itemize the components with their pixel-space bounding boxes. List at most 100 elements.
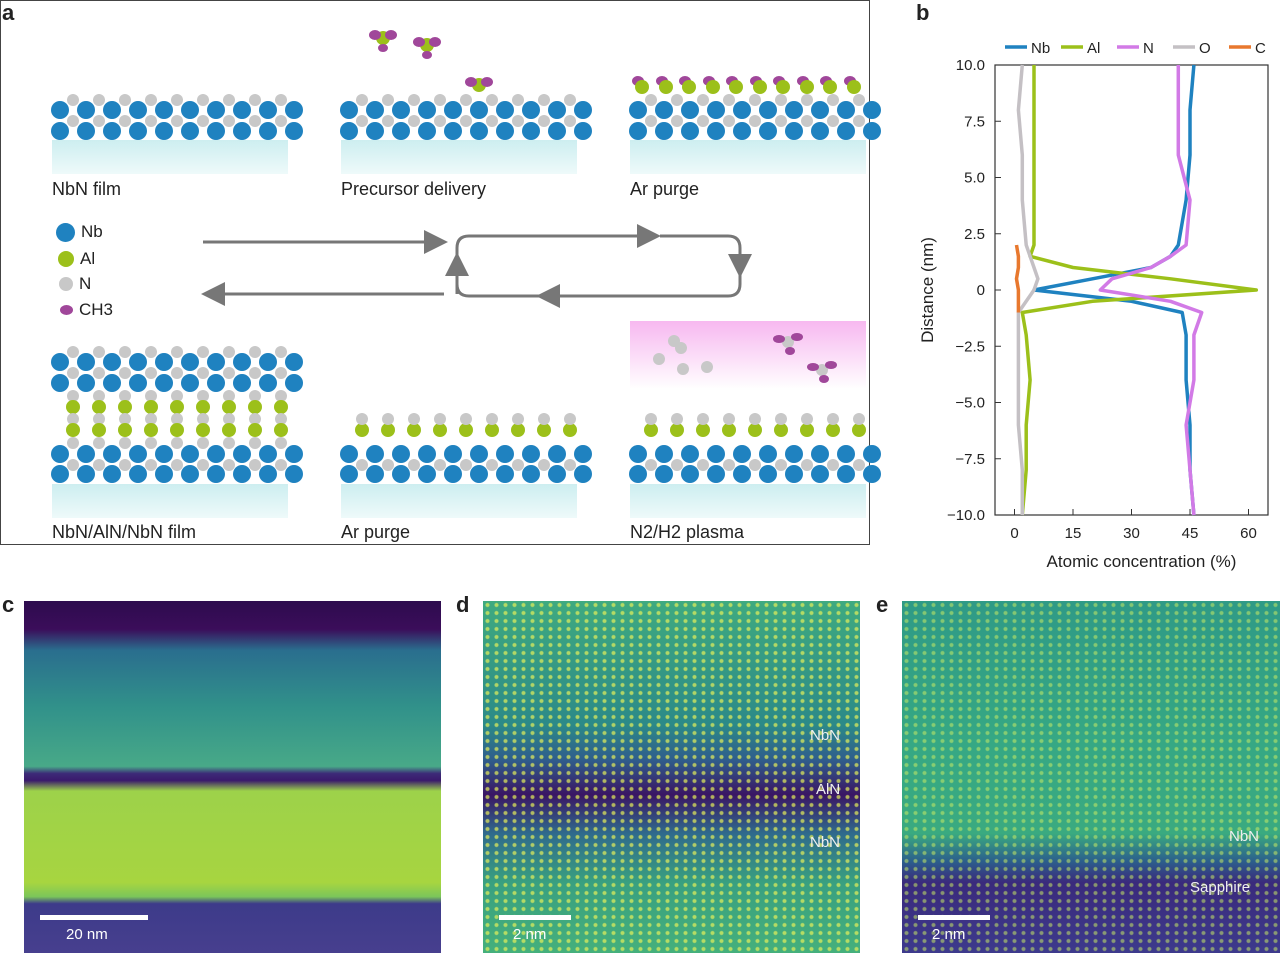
al-atom (433, 423, 447, 437)
layer-label-aln: AlN (816, 781, 841, 798)
nb-atom (233, 353, 251, 371)
nb-atom (785, 465, 803, 483)
n-atom (249, 115, 261, 127)
n-atom (564, 115, 576, 127)
n-atom (93, 367, 105, 379)
y-tick-label: −5.0 (955, 395, 985, 412)
y-tick-label: 10.0 (956, 57, 985, 74)
series-line-nb (1032, 64, 1196, 516)
n-atom (171, 459, 183, 471)
n-atom (223, 115, 235, 127)
n-atom (171, 413, 183, 425)
nb-atom (233, 122, 251, 140)
n-atom (197, 390, 209, 402)
n-atom (775, 94, 787, 106)
panel-label-d: d (456, 592, 470, 617)
nb-atom (837, 445, 855, 463)
n-atom (408, 115, 420, 127)
nb-atom (233, 374, 251, 392)
legend-label: N (79, 274, 92, 293)
n-atom (827, 115, 839, 127)
ch3 (785, 347, 795, 355)
al-atom (144, 400, 158, 414)
n-atom (223, 367, 235, 379)
nb-atom (207, 445, 225, 463)
nb-atom (392, 122, 410, 140)
y-axis-label: Distance (nm) (918, 237, 937, 343)
n-atom (197, 367, 209, 379)
nb-atom (285, 122, 303, 140)
n-atom (677, 363, 689, 375)
n-atom (223, 94, 235, 106)
nb-atom (733, 101, 751, 119)
nb-atom (522, 445, 540, 463)
nb-atom (259, 101, 277, 119)
nb-atom (103, 465, 121, 483)
al-atom (196, 400, 210, 414)
al-atom (752, 80, 767, 94)
stem-image-nbn-aln-nbn: NbN AlN NbN 2 nm (483, 601, 860, 953)
legend-label: CH3 (79, 300, 114, 319)
n-atom (119, 413, 131, 425)
al-atom (852, 423, 866, 437)
x-tick-label: 60 (1240, 525, 1257, 542)
nb-atom (655, 122, 673, 140)
al-atom (118, 400, 132, 414)
x-tick-label: 30 (1123, 525, 1140, 542)
n-atom (275, 459, 287, 471)
n-atom (67, 390, 79, 402)
al-atom (799, 80, 814, 94)
ch3 (791, 333, 803, 341)
nb-atom (103, 353, 121, 371)
nb-atom (733, 122, 751, 140)
step-caption: NbN film (52, 179, 122, 199)
n-atom (645, 94, 657, 106)
n-atom (249, 459, 261, 471)
al-atom (644, 423, 658, 437)
ch3 (422, 51, 432, 59)
nb-atom (863, 465, 881, 483)
series-line-al (1020, 65, 1259, 516)
nb-atom (366, 122, 384, 140)
n-atom (697, 459, 709, 471)
n-atom (564, 459, 576, 471)
nb-atom (444, 465, 462, 483)
panel-label-e: e (876, 592, 889, 617)
nb-atom (785, 101, 803, 119)
al-atom (511, 423, 525, 437)
nb-atom (522, 101, 540, 119)
nb-atom (129, 445, 147, 463)
n-atom (749, 459, 761, 471)
n-atom (223, 459, 235, 471)
n-atom (249, 94, 261, 106)
n-atom (249, 413, 261, 425)
n-atom (671, 94, 683, 106)
n-atom (434, 115, 446, 127)
n-atom (145, 459, 157, 471)
n-atom (197, 94, 209, 106)
nb-atom (444, 122, 462, 140)
al-atom (485, 423, 499, 437)
n-atom (119, 367, 131, 379)
series-line-o (1016, 64, 1040, 515)
nb-atom (496, 445, 514, 463)
n-atom (408, 413, 420, 425)
ch3 (825, 361, 837, 369)
nb-atom (77, 101, 95, 119)
nb-atom (863, 122, 881, 140)
legend-ch3: CH3 (60, 300, 113, 320)
n-atom (197, 413, 209, 425)
nb-atom (366, 465, 384, 483)
al-atom (248, 423, 262, 437)
legend-label: Al (80, 249, 96, 268)
ch3 (773, 335, 785, 343)
nb-atom (103, 445, 121, 463)
n-atom (67, 115, 79, 127)
nb-atom (655, 101, 673, 119)
nb-atom (863, 445, 881, 463)
nb-atom (574, 122, 592, 140)
nb-atom (103, 374, 121, 392)
nb-atom (129, 122, 147, 140)
n-atom (223, 413, 235, 425)
legend-al: Al (58, 249, 95, 269)
